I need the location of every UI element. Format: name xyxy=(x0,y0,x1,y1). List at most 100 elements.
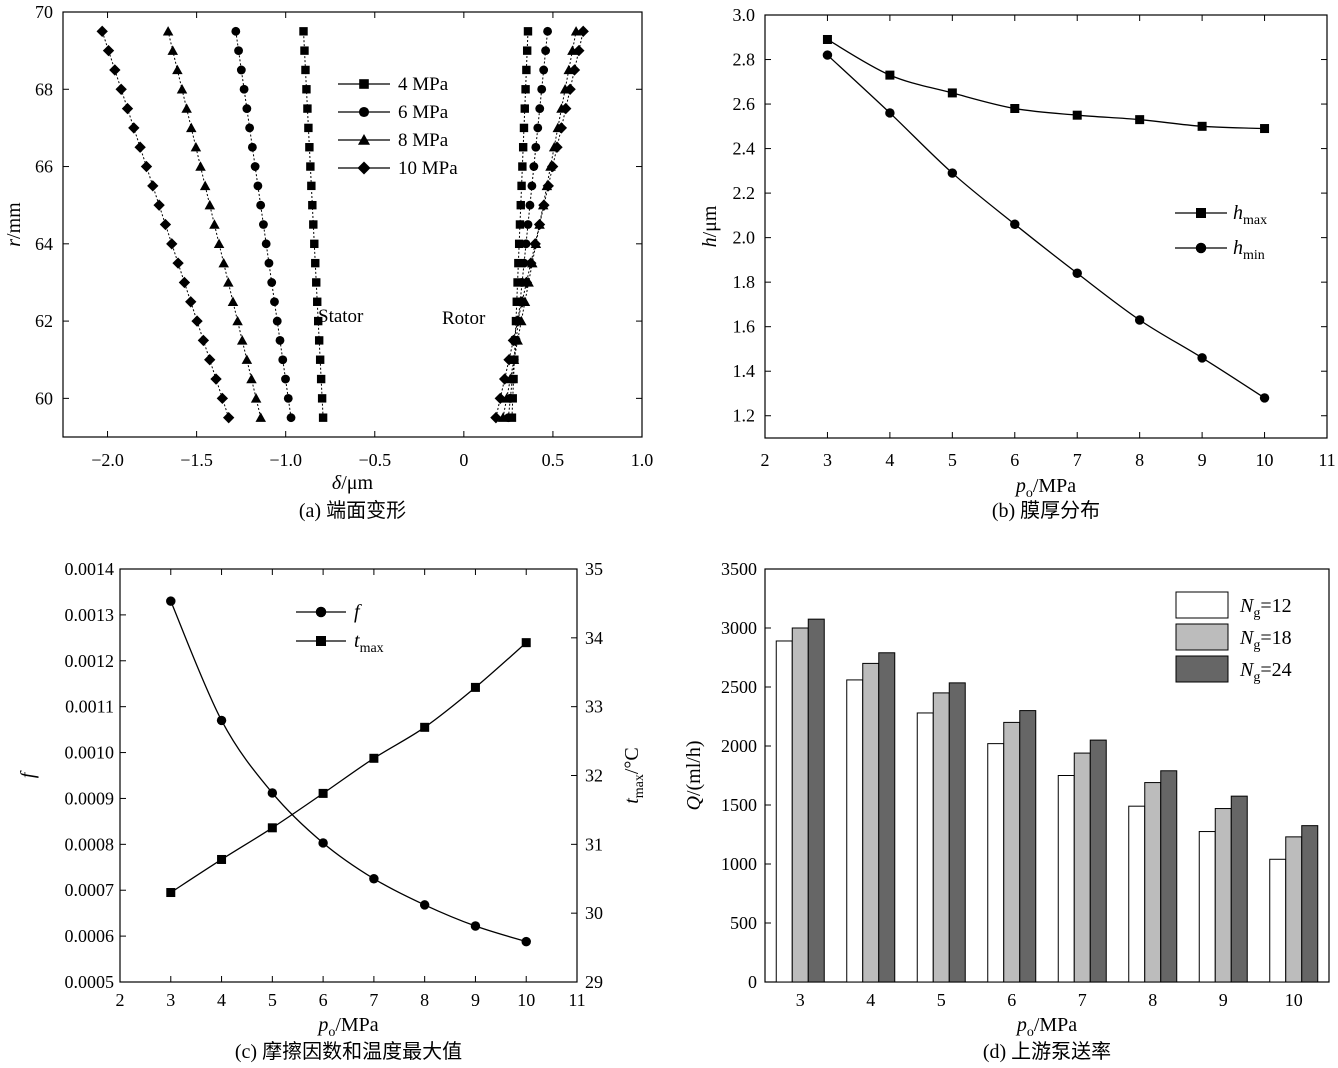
stator-point xyxy=(242,104,252,114)
y-tick-label: 0.0008 xyxy=(65,834,115,854)
x-tick-label: −0.5 xyxy=(358,450,391,470)
stator-point xyxy=(314,336,324,345)
stator-point xyxy=(134,141,146,153)
data-point xyxy=(369,874,379,884)
data-point xyxy=(166,888,176,898)
y2-axis-label-subscript: max xyxy=(632,774,647,798)
stator-point xyxy=(300,46,309,55)
y-tick-label: 0.0011 xyxy=(65,697,114,717)
data-point xyxy=(318,788,328,798)
stator-point xyxy=(306,162,315,171)
stator-point xyxy=(275,335,285,345)
stator-point xyxy=(167,45,178,55)
x-tick-label: 3 xyxy=(823,450,832,470)
legend-marker xyxy=(1196,208,1206,218)
rotor-point xyxy=(497,412,509,422)
x-tick-label: 7 xyxy=(369,990,378,1010)
x-axis-unit: /μm xyxy=(341,472,373,494)
bar xyxy=(1285,836,1303,983)
bar xyxy=(932,692,950,983)
rotor-point xyxy=(520,276,533,289)
legend-subscript: max xyxy=(1243,213,1267,228)
rotor-point xyxy=(514,258,523,268)
data-point xyxy=(1072,110,1082,120)
rotor-point xyxy=(529,238,541,250)
stator-point xyxy=(236,335,248,345)
stator-point xyxy=(195,161,206,171)
series-6-mpa xyxy=(231,26,552,423)
legend-subscript: g xyxy=(1253,638,1260,653)
stator-point xyxy=(176,84,188,94)
rotor-point xyxy=(546,160,559,173)
rotor-point xyxy=(521,85,530,94)
rotor-point xyxy=(518,143,528,152)
rotor-point xyxy=(520,104,529,113)
x-tick-label: 4 xyxy=(866,990,875,1010)
x-tick-label: 6 xyxy=(1010,450,1019,470)
x-tick-label: 5 xyxy=(268,990,277,1010)
legend-symbol: N xyxy=(1239,595,1255,617)
legend-swatch xyxy=(1175,591,1229,619)
bar xyxy=(775,640,793,983)
y-axis-label: h/μm xyxy=(699,205,721,247)
x-axis-label: po/MPa xyxy=(1015,1014,1077,1040)
stator-point xyxy=(166,238,178,250)
y-tick-label: 62 xyxy=(35,311,53,331)
series-f xyxy=(166,596,531,947)
rotor-point xyxy=(498,373,511,385)
y-tick-label: 0.0006 xyxy=(65,926,115,946)
bar xyxy=(1160,770,1178,983)
legend-suffix: =12 xyxy=(1260,595,1291,617)
y-tick-label: 2500 xyxy=(721,677,757,697)
series-h-min xyxy=(822,50,1270,403)
bar xyxy=(878,652,896,983)
rotor-point xyxy=(570,26,582,36)
rotor-point xyxy=(573,44,585,57)
stator-point xyxy=(102,44,115,57)
legend-marker xyxy=(1195,242,1207,254)
data-point xyxy=(369,753,379,763)
x-tick-label: 8 xyxy=(1148,990,1157,1010)
data-point xyxy=(885,70,895,80)
stator-point xyxy=(314,316,323,326)
stator-point xyxy=(199,180,211,191)
y-tick-label: 2.8 xyxy=(733,50,756,70)
stator-point xyxy=(303,104,312,113)
y-tick-label: 2.4 xyxy=(733,139,756,159)
stator-point xyxy=(278,355,288,365)
y-axis-label-symbol: f xyxy=(17,770,39,778)
data-point xyxy=(521,936,531,947)
data-point xyxy=(420,722,430,732)
data-point xyxy=(166,596,176,606)
x-tick-label: 2 xyxy=(116,990,125,1010)
x-tick-label: 7 xyxy=(1078,990,1087,1010)
rotor-point xyxy=(523,27,533,36)
stator-point xyxy=(318,413,328,422)
legend-label: 6 MPa xyxy=(398,102,449,123)
rotor-point xyxy=(531,142,541,152)
y-tick-label: 68 xyxy=(35,79,53,99)
figure-caption: (a) 端面变形 xyxy=(299,499,406,522)
bar xyxy=(1089,739,1107,983)
legend-symbol: N xyxy=(1239,659,1255,681)
y-axis-label-symbol: r xyxy=(3,239,25,247)
series-t-max xyxy=(166,638,531,898)
x-axis-unit: /MPa xyxy=(1034,1014,1077,1036)
data-point xyxy=(521,638,531,648)
series-line xyxy=(827,54,1265,399)
stator-point xyxy=(223,277,234,287)
rotor-point xyxy=(539,65,549,75)
x-tick-label: 8 xyxy=(1135,450,1144,470)
stator-point xyxy=(216,392,229,405)
legend-label: Ng=18 xyxy=(1239,627,1292,653)
x-axis-symbol: p xyxy=(1015,1014,1027,1036)
y-axis-label-unit: /mm xyxy=(3,202,25,239)
bar xyxy=(1144,782,1162,983)
rotor-point xyxy=(541,46,551,56)
stator-point xyxy=(197,334,210,347)
stator-point xyxy=(232,315,243,326)
stator-point xyxy=(185,296,197,308)
stator-point xyxy=(309,220,318,229)
stator-point xyxy=(247,142,257,152)
stator-point xyxy=(190,141,202,152)
